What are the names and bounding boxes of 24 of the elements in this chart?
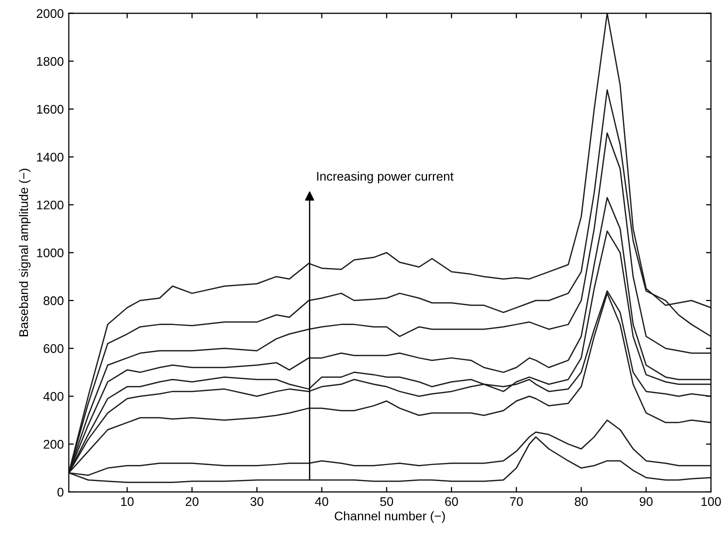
y-tick-label: 1200 — [37, 200, 64, 210]
y-tick-label: 1600 — [37, 104, 64, 114]
y-tick-label: 800 — [44, 296, 64, 306]
x-tick-label: 50 — [380, 497, 394, 506]
x-axis-title: Channel number (−) — [334, 511, 445, 523]
x-tick-label: 10 — [121, 497, 134, 506]
y-tick-label: 400 — [43, 392, 64, 401]
y-tick-label: 0 — [57, 488, 64, 497]
y-tick-label: 1000 — [37, 248, 64, 258]
y-tick-label: 2000 — [36, 9, 64, 18]
x-tick-label: 20 — [186, 497, 198, 506]
x-tick-label: 90 — [640, 497, 653, 506]
y-axis-title: Baseband signal amplitude (−) — [18, 168, 31, 336]
x-tick-label: 40 — [315, 497, 328, 506]
y-tick-label: 1800 — [37, 56, 64, 66]
y-tick-label: 1400 — [37, 152, 64, 162]
x-tick-label: 60 — [445, 497, 458, 506]
x-tick-label: 30 — [250, 497, 264, 506]
y-tick-label: 200 — [44, 440, 64, 449]
y-tick-label: 600 — [44, 344, 64, 354]
x-tick-label: 80 — [574, 497, 588, 506]
x-tick-label: 100 — [701, 497, 721, 506]
x-tick-label: 70 — [510, 497, 523, 506]
annotation: Increasing power current — [317, 172, 454, 184]
